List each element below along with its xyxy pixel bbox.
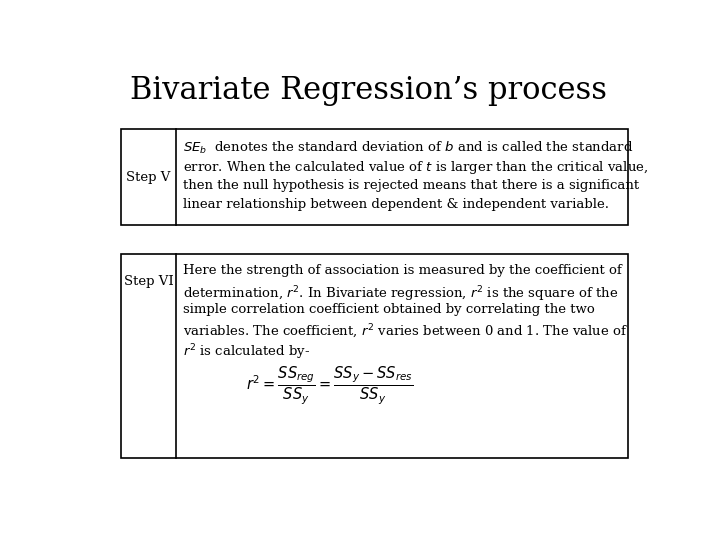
Text: variables. The coefficient, $r^2$ varies between 0 and 1. The value of: variables. The coefficient, $r^2$ varies… xyxy=(183,323,628,341)
Text: Bivariate Regression’s process: Bivariate Regression’s process xyxy=(130,75,608,106)
Text: Step V: Step V xyxy=(127,171,171,184)
Text: then the null hypothesis is rejected means that there is a significant: then the null hypothesis is rejected mea… xyxy=(183,179,639,192)
Text: simple correlation coefficient obtained by correlating the two: simple correlation coefficient obtained … xyxy=(183,303,595,316)
Text: Here the strength of association is measured by the coefficient of: Here the strength of association is meas… xyxy=(183,265,622,278)
Text: $r^2$ is calculated by-: $r^2$ is calculated by- xyxy=(183,342,310,362)
Text: $r^2 = \dfrac{SS_{reg}}{SS_y} = \dfrac{SS_y - SS_{res}}{SS_y}$: $r^2 = \dfrac{SS_{reg}}{SS_y} = \dfrac{S… xyxy=(246,364,414,406)
Text: Step VI: Step VI xyxy=(124,274,174,287)
Text: linear relationship between dependent & independent variable.: linear relationship between dependent & … xyxy=(183,198,609,211)
Text: $\mathit{SE}_b$  denotes the standard deviation of $\mathit{b}$ and is called th: $\mathit{SE}_b$ denotes the standard dev… xyxy=(183,140,634,156)
Text: determination, $r^2$. In Bivariate regression, $r^2$ is the square of the: determination, $r^2$. In Bivariate regre… xyxy=(183,284,618,303)
Text: error. When the calculated value of $\mathit{t}$ is larger than the critical val: error. When the calculated value of $\ma… xyxy=(183,159,649,176)
